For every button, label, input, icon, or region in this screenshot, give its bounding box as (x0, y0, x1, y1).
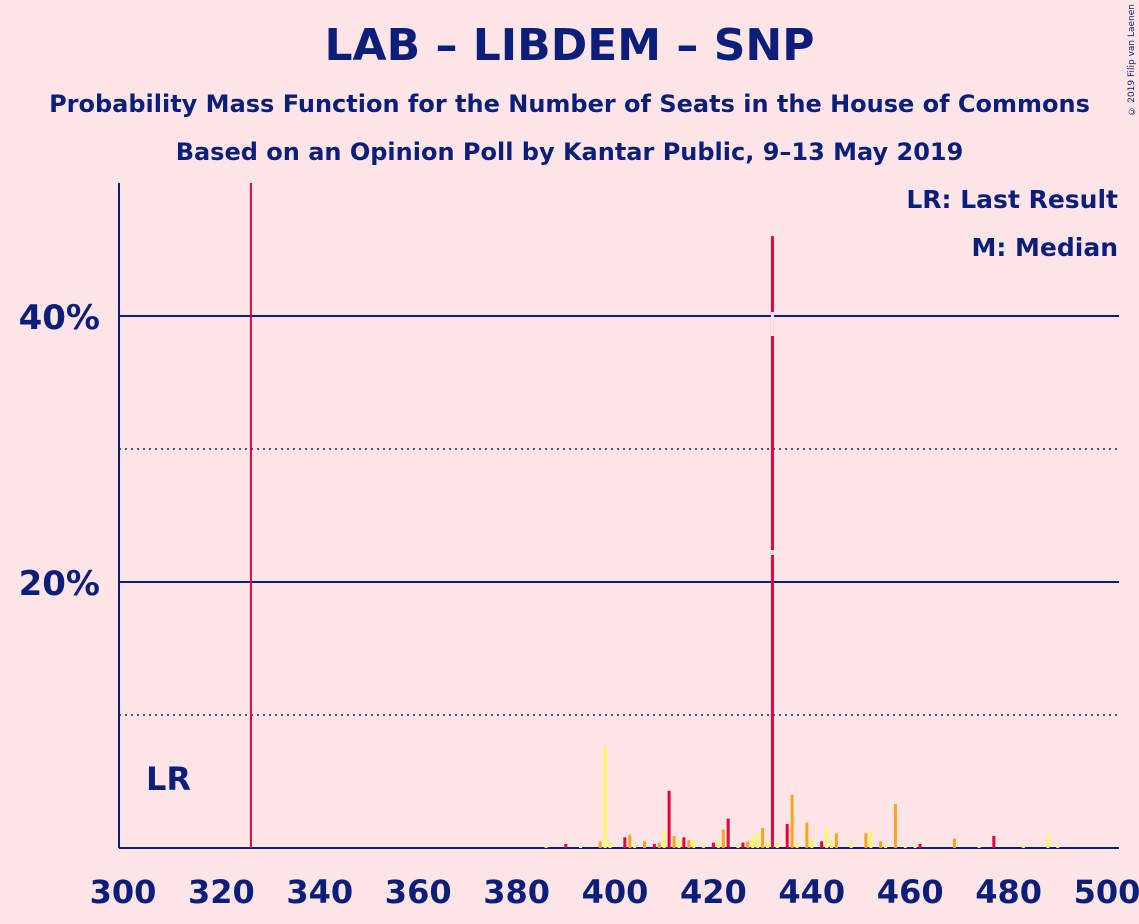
x-tick-label: 400 (582, 873, 649, 911)
pmf-bar (751, 836, 755, 848)
pmf-bar (544, 846, 548, 848)
pmf-bar (849, 841, 853, 848)
pmf-bar (702, 845, 706, 848)
pmf-bar (756, 833, 760, 848)
pmf-bar (662, 830, 666, 848)
pmf-bar (726, 818, 730, 848)
pmf-bar (820, 841, 824, 848)
y-tick-label: 20% (19, 564, 100, 604)
pmf-bar (893, 804, 897, 848)
pmf-bar (903, 845, 907, 848)
x-tick-label: 320 (188, 873, 255, 911)
pmf-bar (810, 838, 814, 848)
pmf-bar (992, 836, 996, 848)
pmf-bar (746, 841, 750, 848)
pmf-bar (672, 836, 676, 848)
pmf-bar (864, 833, 868, 848)
pmf-bar (711, 842, 715, 848)
pmf-bar (761, 828, 765, 848)
x-tick-label: 300 (90, 873, 157, 911)
x-tick-label: 420 (680, 873, 747, 911)
pmf-bar (628, 834, 632, 848)
pmf-bar (785, 824, 789, 848)
pmf-bar (667, 790, 671, 848)
median-marker-gap-lower (770, 550, 774, 556)
x-tick-label: 480 (975, 873, 1042, 911)
x-tick-label: 380 (483, 873, 550, 911)
pmf-bar (741, 842, 745, 848)
pmf-bar (643, 841, 647, 848)
pmf-bar (775, 842, 779, 848)
pmf-bar (790, 794, 794, 848)
pmf-bar (603, 746, 607, 848)
chart-title: LAB – LIBDEM – SNP (324, 20, 815, 71)
chart-subtitle: Probability Mass Function for the Number… (49, 90, 1090, 118)
pmf-bar (657, 842, 661, 848)
pmf-bar (687, 840, 691, 848)
pmf-bar (977, 846, 981, 848)
pmf-bar (884, 844, 888, 848)
legend-last-result: LR: Last Result (906, 185, 1118, 214)
chart-source: Based on an Opinion Poll by Kantar Publi… (175, 138, 964, 166)
median-marker-gap-upper (770, 312, 774, 337)
pmf-bar (633, 845, 637, 848)
pmf-bar (829, 841, 833, 848)
pmf-bar (677, 840, 681, 848)
pmf-bar (869, 830, 873, 848)
x-tick-label: 440 (778, 873, 845, 911)
pmf-bar (795, 842, 799, 848)
pmf-bar (598, 841, 602, 848)
pmf-bar (879, 841, 883, 848)
pmf-bar (608, 841, 612, 848)
pmf-bar (913, 845, 917, 848)
pmf-bar (952, 838, 956, 848)
pmf-bar (1021, 845, 1025, 848)
pmf-bar (736, 845, 740, 848)
x-tick-label: 360 (385, 873, 452, 911)
pmf-bar (652, 844, 656, 848)
pmf-bar (918, 844, 922, 848)
pmf-bar (770, 236, 774, 848)
pmf-bar (766, 841, 770, 848)
pmf-bar (834, 833, 838, 848)
legend-median: M: Median (971, 233, 1118, 262)
x-tick-label: 500 (1074, 873, 1139, 911)
pmf-bar (682, 837, 686, 848)
pmf-bar (805, 822, 809, 848)
pmf-bar (716, 841, 720, 848)
last-result-label: LR (146, 760, 191, 798)
pmf-bar (1056, 845, 1060, 848)
pmf-bar (1046, 834, 1050, 848)
pmf-bar (564, 844, 568, 848)
pmf-bar (825, 828, 829, 848)
pmf-bar (579, 846, 583, 848)
pmf-bar (623, 837, 627, 848)
x-tick-label: 460 (877, 873, 944, 911)
y-tick-label: 40% (19, 298, 100, 338)
x-tick-label: 340 (286, 873, 353, 911)
pmf-bar (721, 829, 725, 848)
pmf-bar (692, 840, 696, 848)
